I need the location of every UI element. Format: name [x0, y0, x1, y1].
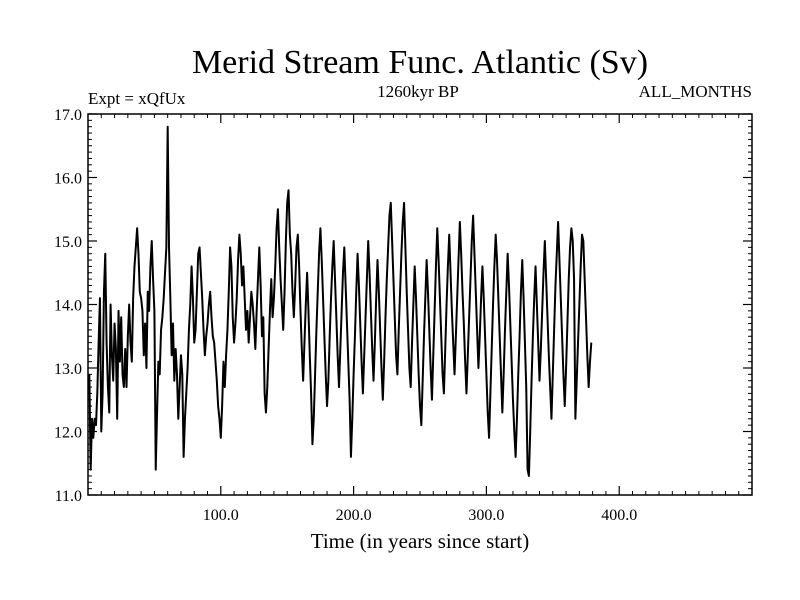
- series-line: [88, 125, 593, 477]
- y-tick-label: 12.0: [54, 425, 82, 442]
- period-label: 1260kyr BP: [377, 82, 459, 101]
- experiment-label: Expt = xQfUx: [88, 89, 186, 108]
- axis-ticks: [88, 113, 752, 496]
- x-tick-label: 200.0: [336, 507, 372, 524]
- y-tick-label: 13.0: [54, 361, 82, 378]
- x-tick-label: 400.0: [601, 507, 637, 524]
- x-tick-label: 100.0: [203, 507, 239, 524]
- y-tick-label: 15.0: [54, 234, 82, 251]
- y-tick-label: 16.0: [54, 171, 82, 188]
- x-axis-label: Time (in years since start): [311, 529, 530, 553]
- y-tick-label: 14.0: [54, 298, 82, 315]
- months-label: ALL_MONTHS: [639, 82, 752, 101]
- axis-tick-labels: 11.0 12.0 13.0 14.0 15.0 16.0 17.0 100.0 200.0 30…: [54, 107, 637, 524]
- x-tick-label: 300.0: [468, 507, 504, 524]
- y-tick-label: 11.0: [55, 488, 82, 505]
- plot-frame: [87, 113, 753, 496]
- y-tick-label: 17.0: [54, 107, 82, 124]
- chart-title: Merid Stream Func. Atlantic (Sv): [192, 44, 648, 81]
